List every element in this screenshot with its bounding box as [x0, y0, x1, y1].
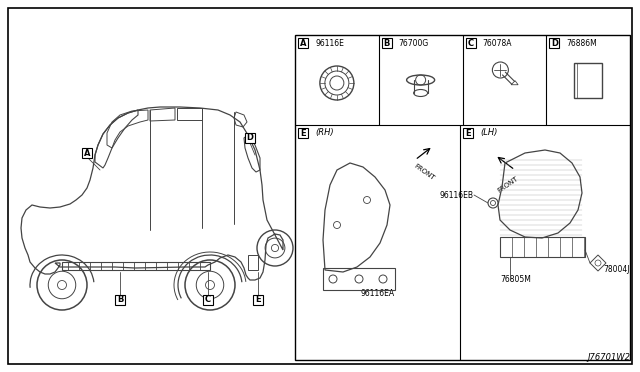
Bar	[248, 255, 258, 270]
Bar	[62, 262, 210, 270]
Text: D: D	[551, 38, 557, 48]
Text: 96116EB: 96116EB	[439, 190, 473, 199]
Text: FRONT: FRONT	[413, 163, 436, 182]
Text: J76701W2: J76701W2	[587, 353, 630, 362]
Text: (RH): (RH)	[315, 128, 333, 138]
Text: 76078A: 76078A	[483, 38, 512, 48]
Text: D: D	[246, 134, 253, 142]
Bar	[465, 38, 476, 48]
Text: A: A	[300, 38, 307, 48]
Bar	[203, 295, 213, 305]
Text: B: B	[117, 295, 123, 305]
Bar	[245, 133, 255, 143]
Text: C: C	[467, 38, 474, 48]
Bar	[298, 128, 308, 138]
Bar	[574, 62, 602, 97]
Text: (LH): (LH)	[480, 128, 497, 138]
Text: FRONT: FRONT	[497, 175, 520, 193]
Text: 76805M: 76805M	[500, 276, 531, 285]
Bar	[115, 295, 125, 305]
Bar	[463, 128, 473, 138]
Bar	[381, 38, 392, 48]
Text: 76886M: 76886M	[566, 38, 597, 48]
Text: B: B	[383, 38, 390, 48]
Bar	[549, 38, 559, 48]
Text: 96116EA: 96116EA	[360, 289, 395, 298]
Bar	[298, 38, 308, 48]
Bar	[500, 237, 585, 257]
Text: A: A	[84, 148, 90, 157]
Text: 76700G: 76700G	[399, 38, 429, 48]
Bar	[253, 295, 263, 305]
Text: C: C	[205, 295, 211, 305]
Bar	[323, 268, 395, 290]
Text: 96116E: 96116E	[315, 38, 344, 48]
Bar	[82, 148, 92, 158]
Text: E: E	[255, 295, 261, 305]
Text: E: E	[465, 128, 471, 138]
Bar	[295, 35, 630, 360]
Text: 78004J: 78004J	[603, 264, 630, 273]
Text: E: E	[300, 128, 306, 138]
